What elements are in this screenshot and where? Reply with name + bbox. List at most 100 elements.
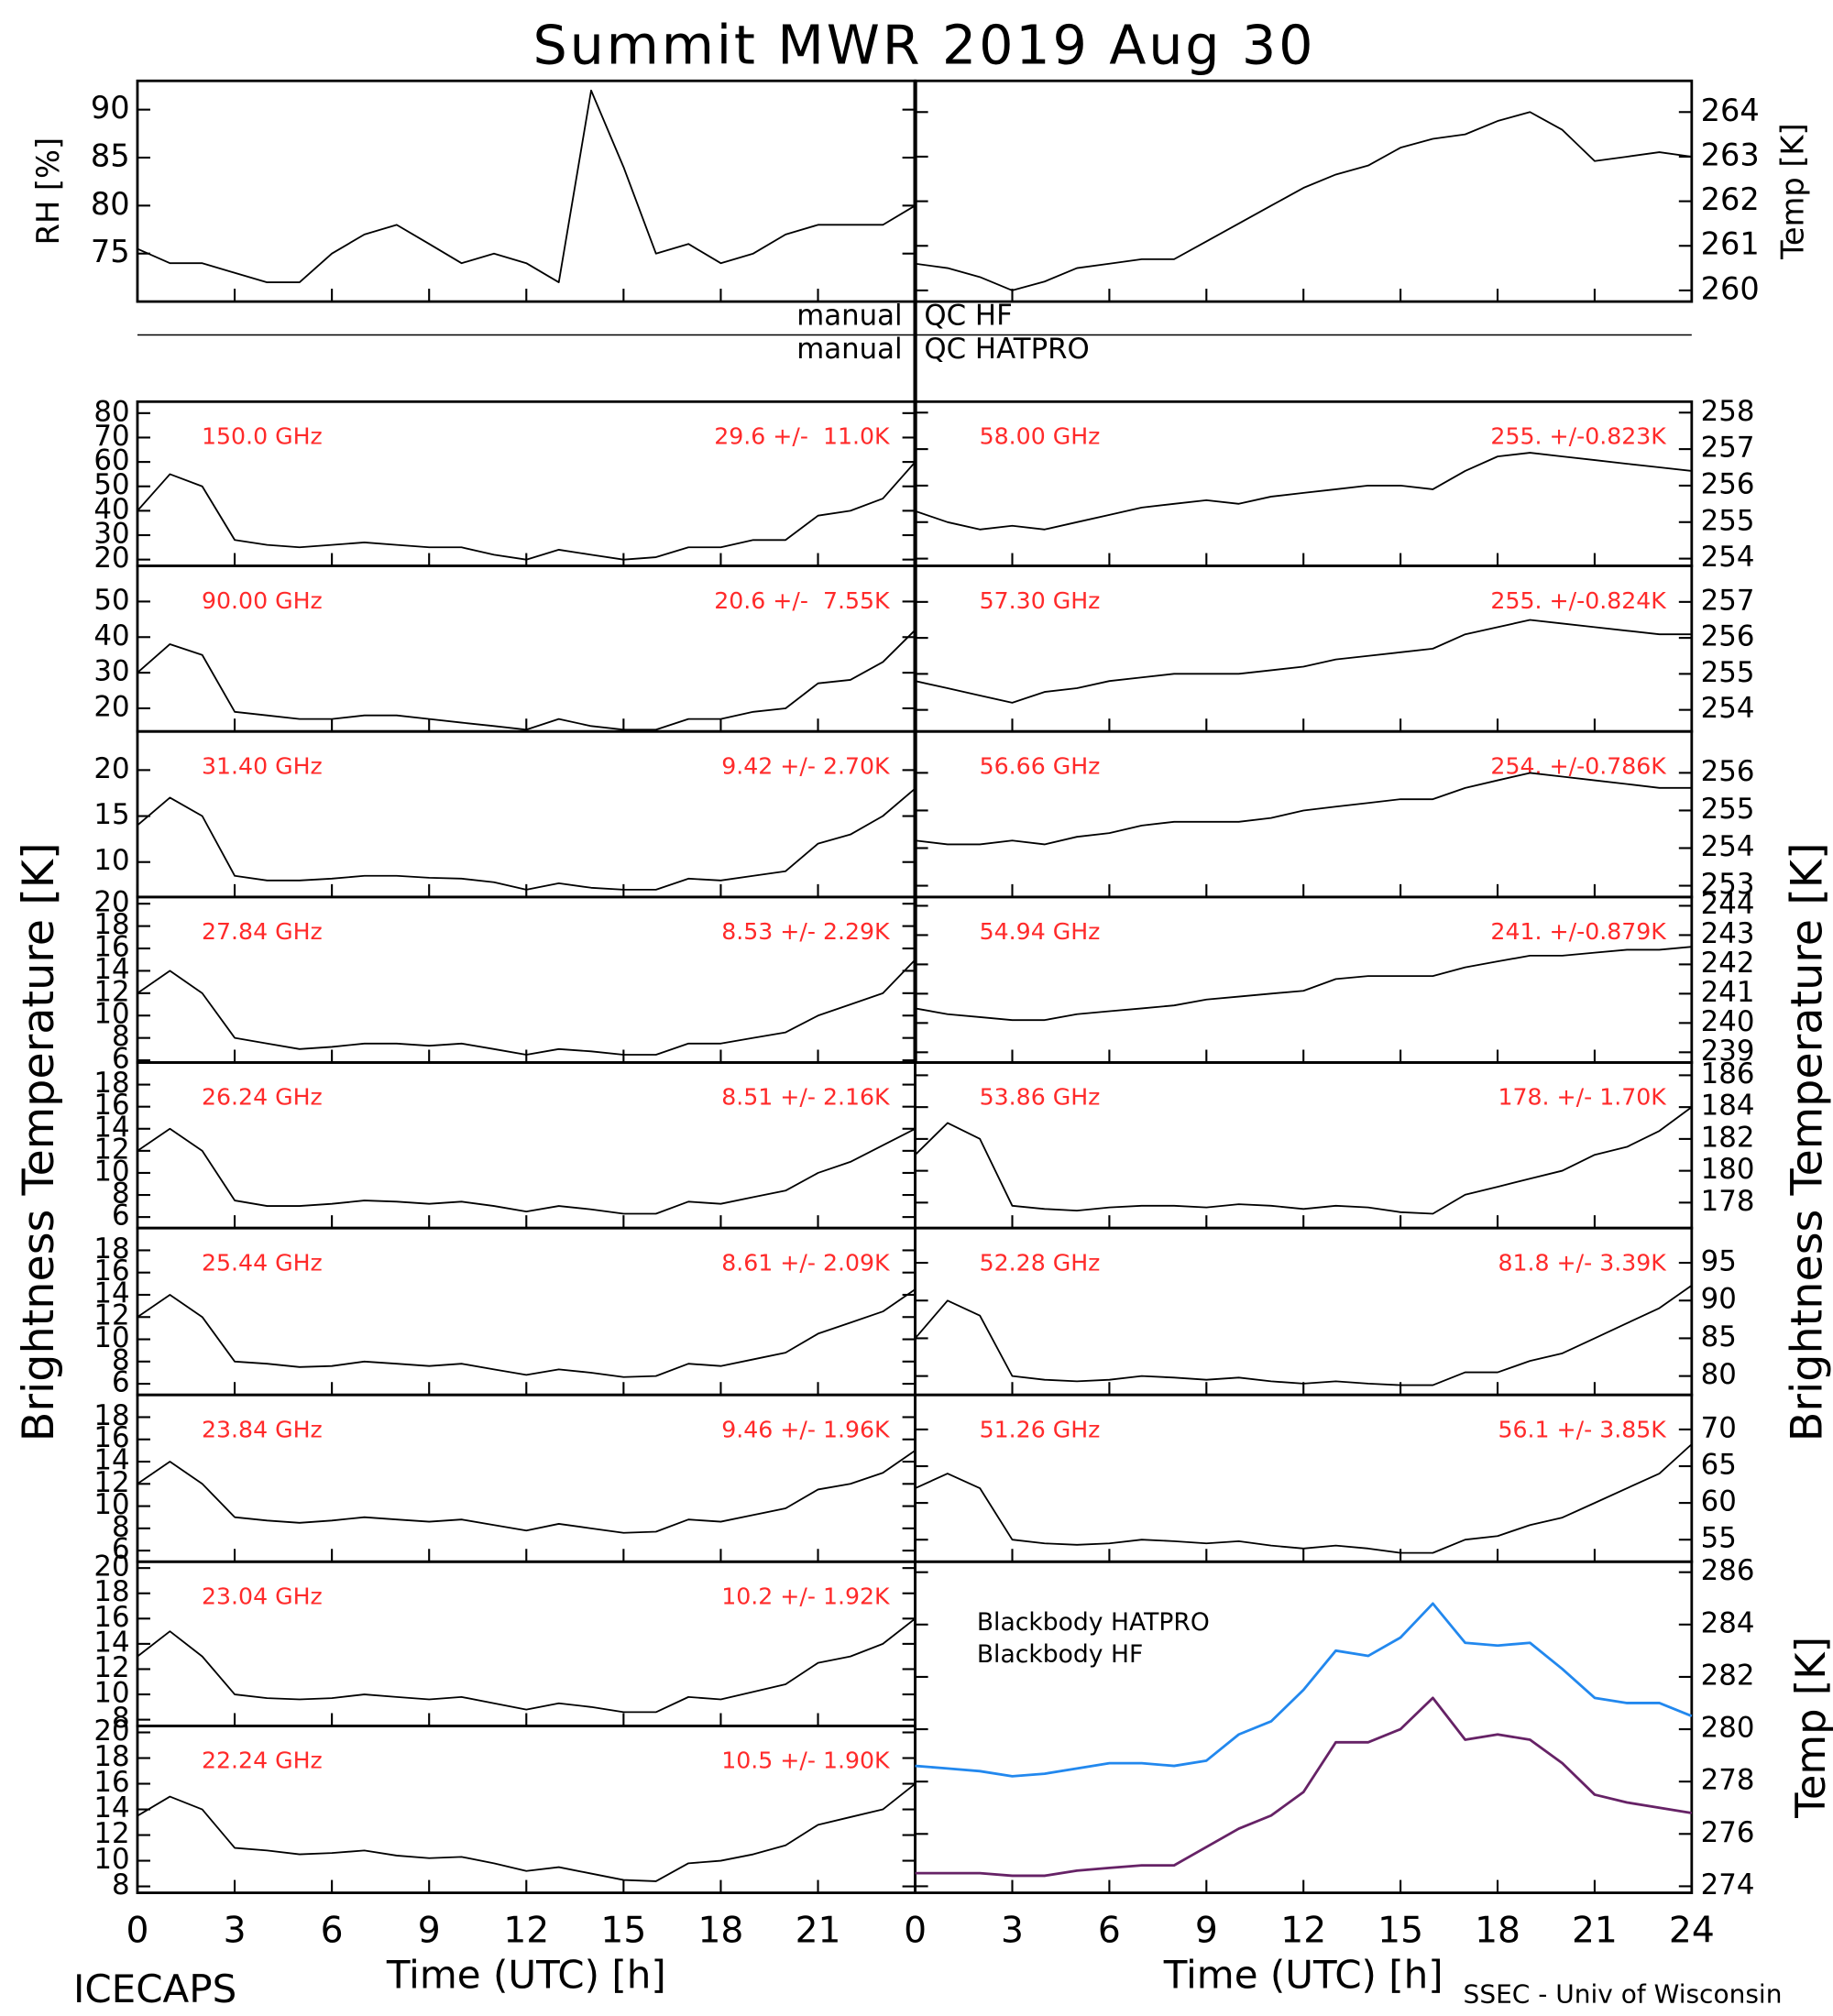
y-tick-label: 16 bbox=[93, 931, 129, 964]
x-tick-label: 18 bbox=[697, 1910, 743, 1951]
y-tick-label: 70 bbox=[93, 420, 129, 453]
annotation: 255. +/-0.823K bbox=[1490, 423, 1667, 450]
data-line bbox=[137, 629, 916, 731]
y-tick-label: 258 bbox=[1701, 395, 1755, 428]
annotation: 255. +/-0.824K bbox=[1490, 587, 1667, 614]
y-tick-label: 14 bbox=[93, 1111, 129, 1144]
y-tick-label: 274 bbox=[1701, 1868, 1755, 1901]
annotation: 81.8 +/- 3.39K bbox=[1498, 1249, 1667, 1276]
y-tick-label: 12 bbox=[93, 1299, 129, 1332]
y-tick-label: 256 bbox=[1701, 755, 1755, 788]
y-tick-label: 180 bbox=[1701, 1153, 1755, 1186]
data-line bbox=[915, 452, 1692, 531]
x-tick-label: 12 bbox=[503, 1910, 549, 1951]
y-tick-label: 16 bbox=[93, 1766, 129, 1799]
data-line bbox=[914, 1106, 1693, 1215]
y-tick-label: 264 bbox=[1701, 93, 1760, 128]
y-tick-label: 286 bbox=[1701, 1554, 1755, 1587]
x-axis-label: Time (UTC) [h] bbox=[1163, 1952, 1443, 1997]
y-tick-label: 262 bbox=[1701, 181, 1760, 217]
annotation: 150.0 GHz bbox=[202, 423, 323, 450]
annotation: 241. +/-0.879K bbox=[1490, 918, 1667, 945]
y-tick-label: 254 bbox=[1701, 692, 1755, 725]
y-tick-label: 40 bbox=[93, 619, 129, 652]
annotation: 58.00 GHz bbox=[980, 423, 1101, 450]
y-tick-label: 65 bbox=[1701, 1449, 1737, 1482]
x-tick-label: 3 bbox=[1001, 1910, 1024, 1951]
y-tick-label: 16 bbox=[93, 1089, 129, 1122]
y-tick-label: 10 bbox=[93, 1155, 129, 1188]
y-tick-label: 8 bbox=[112, 1510, 130, 1543]
annotation: 56.66 GHz bbox=[980, 752, 1101, 779]
y-tick-label: 8 bbox=[112, 1020, 130, 1053]
y-tick-label: 257 bbox=[1701, 432, 1755, 465]
footer: ICECAPS bbox=[73, 1967, 236, 2011]
annotation: 27.84 GHz bbox=[202, 918, 323, 945]
y-tick-label: 253 bbox=[1701, 868, 1755, 901]
y-tick-label: 18 bbox=[93, 1067, 129, 1100]
y-axis-label: Temp [K] bbox=[1774, 123, 1810, 259]
data-line bbox=[915, 1696, 1693, 1878]
y-tick-label: 8 bbox=[112, 1178, 130, 1211]
y-tick-label: 184 bbox=[1701, 1090, 1755, 1123]
y-tick-label: 80 bbox=[91, 186, 130, 222]
annotation: 57.30 GHz bbox=[980, 587, 1101, 614]
y-tick-label: 6 bbox=[112, 1366, 130, 1399]
x-tick-label: 6 bbox=[1098, 1910, 1121, 1951]
y-tick-label: 6 bbox=[112, 1533, 130, 1566]
y-tick-label: 20 bbox=[93, 690, 129, 723]
annotation: 22.24 GHz bbox=[202, 1748, 323, 1774]
y-tick-label: 75 bbox=[91, 234, 130, 269]
x-tick-label: 6 bbox=[321, 1910, 344, 1951]
y-tick-label: 85 bbox=[1701, 1320, 1737, 1353]
y-axis-label: Temp [K] bbox=[1786, 1637, 1833, 1819]
annotation: 25.44 GHz bbox=[202, 1249, 323, 1276]
y-tick-label: 280 bbox=[1701, 1712, 1755, 1745]
y-tick-label: 50 bbox=[93, 584, 129, 617]
annotation: 90.00 GHz bbox=[202, 587, 323, 614]
x-tick-label: 21 bbox=[1572, 1910, 1618, 1951]
y-tick-label: 186 bbox=[1701, 1057, 1755, 1090]
y-tick-label: 12 bbox=[93, 1817, 129, 1850]
y-tick-label: 254 bbox=[1701, 541, 1755, 574]
annotation: 29.6 +/- 11.0K bbox=[714, 423, 891, 450]
annotation: 23.84 GHz bbox=[202, 1416, 323, 1442]
data-line bbox=[137, 1782, 916, 1882]
y-tick-label: 70 bbox=[1701, 1411, 1737, 1444]
y-tick-label: 12 bbox=[93, 1651, 129, 1684]
y-tick-label: 18 bbox=[93, 908, 129, 941]
y-tick-label: 278 bbox=[1701, 1764, 1755, 1797]
annotation: 53.86 GHz bbox=[980, 1084, 1101, 1111]
y-tick-label: 178 bbox=[1701, 1185, 1755, 1218]
y-tick-label: 18 bbox=[93, 1575, 129, 1608]
chart-title: Summit MWR 2019 Aug 30 bbox=[532, 13, 1315, 76]
qc-label: manual bbox=[796, 333, 902, 366]
y-tick-label: 16 bbox=[93, 1255, 129, 1287]
y-tick-label: 20 bbox=[93, 886, 129, 919]
y-tick-label: 14 bbox=[93, 1791, 129, 1824]
y-tick-label: 263 bbox=[1701, 137, 1760, 172]
x-tick-label: 24 bbox=[1669, 1910, 1715, 1951]
y-tick-label: 80 bbox=[1701, 1358, 1737, 1391]
annotation: 31.40 GHz bbox=[202, 752, 323, 779]
data-line bbox=[137, 1450, 916, 1534]
footer: SSEC - Univ of Wisconsin bbox=[1464, 1979, 1783, 2010]
x-tick-label: 0 bbox=[904, 1910, 927, 1951]
y-tick-label: 95 bbox=[1701, 1245, 1737, 1278]
y-tick-label: 18 bbox=[93, 1399, 129, 1432]
annotation: 8.61 +/- 2.09K bbox=[721, 1249, 891, 1276]
annotation: 52.28 GHz bbox=[980, 1249, 1101, 1276]
x-tick-label: 3 bbox=[224, 1910, 247, 1951]
data-line bbox=[137, 1617, 916, 1714]
data-line bbox=[137, 959, 916, 1056]
y-tick-label: 20 bbox=[93, 542, 129, 575]
annotation: 23.04 GHz bbox=[202, 1583, 323, 1609]
y-tick-label: 255 bbox=[1701, 504, 1755, 537]
data-line bbox=[915, 111, 1692, 291]
y-tick-label: 282 bbox=[1701, 1659, 1755, 1692]
y-tick-label: 12 bbox=[93, 1133, 129, 1166]
plot-frame bbox=[136, 79, 916, 303]
data-line bbox=[137, 1288, 916, 1378]
y-tick-label: 16 bbox=[93, 1601, 129, 1634]
y-tick-label: 254 bbox=[1701, 830, 1755, 863]
